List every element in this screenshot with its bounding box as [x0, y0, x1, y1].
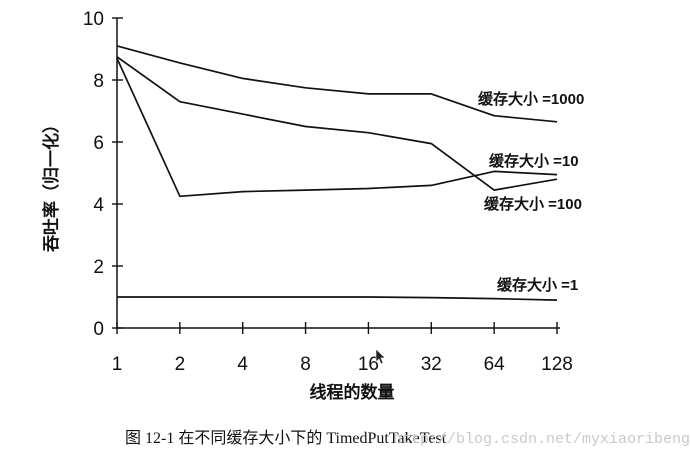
series-label-100: 缓存大小 =100 — [484, 195, 582, 213]
y-tick-label: 0 — [93, 319, 104, 340]
x-tick-label: 2 — [175, 354, 186, 375]
axes — [116, 18, 560, 329]
series-line-3 — [117, 296, 558, 301]
x-tick-label: 8 — [300, 354, 311, 375]
series-line-0 — [116, 45, 558, 123]
y-ticks: 0 2 4 6 8 10 — [83, 9, 123, 340]
series-line-2 — [116, 56, 558, 191]
x-tick-label: 16 — [358, 354, 379, 375]
x-tick-label: 64 — [484, 354, 506, 375]
x-tick-label: 1 — [112, 354, 123, 375]
mouse-cursor-icon — [375, 348, 386, 365]
x-tick-label: 128 — [541, 354, 573, 375]
y-tick-label: 8 — [93, 71, 104, 92]
series-label-1000: 缓存大小 =1000 — [478, 90, 584, 108]
y-tick-label: 10 — [83, 9, 104, 30]
x-tick-label: 4 — [237, 354, 248, 375]
watermark-text: http://blog.csdn.net/myxiaoribeng — [393, 431, 690, 448]
series-lines — [116, 45, 558, 301]
x-tick-label: 32 — [421, 354, 442, 375]
y-tick-label: 4 — [93, 195, 104, 216]
y-tick-label: 2 — [93, 257, 104, 278]
x-ticks: 1 2 4 8 16 32 64 128 — [112, 322, 573, 375]
series-line-1 — [116, 57, 558, 198]
series-label-10: 缓存大小 =10 — [489, 152, 579, 170]
series-labels: 缓存大小 =1000 缓存大小 =10 缓存大小 =100 缓存大小 =1 — [478, 90, 584, 294]
figure-caption: 图 12-1 在不同缓存大小下的 TimedPutTakeTest — [125, 429, 447, 447]
y-axis-title: 吞吐率（归一化） — [41, 116, 61, 252]
x-axis-title: 线程的数量 — [310, 382, 395, 402]
y-tick-label: 6 — [93, 133, 104, 154]
series-label-1: 缓存大小 =1 — [497, 276, 578, 294]
